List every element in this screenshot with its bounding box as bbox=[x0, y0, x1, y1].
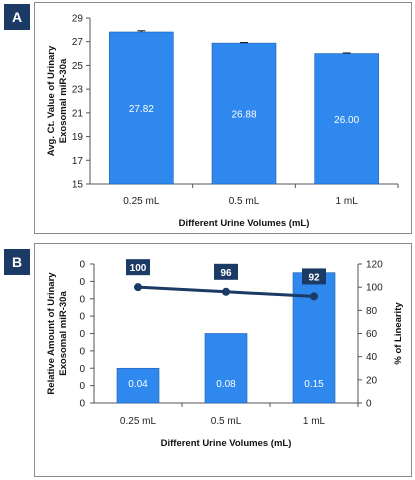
panel-a-y-axis-title-line2: Exosomal miR-30a bbox=[58, 58, 69, 143]
panel-b-bar-value-label: 0.04 bbox=[128, 379, 148, 390]
panel-b-x-tick-label: 1 mL bbox=[303, 416, 326, 427]
panel-a-y-tick-label: 25 bbox=[72, 61, 84, 72]
panel-a-bar bbox=[314, 53, 379, 185]
panel-b-left-tick-label: 0 bbox=[79, 364, 85, 375]
panel-b-linearity-point bbox=[134, 283, 142, 292]
panel-a-bar bbox=[109, 31, 174, 185]
panel-b-bar bbox=[204, 333, 248, 404]
panel-b-linearity-point bbox=[310, 292, 318, 301]
panel-b-x-axis-title: Different Urine Volumes (mL) bbox=[161, 438, 292, 449]
panel-a-y-tick-label: 21 bbox=[72, 108, 84, 119]
panel-b-linearity-label: 96 bbox=[220, 268, 232, 279]
panel-a-bar-value-label: 27.82 bbox=[129, 104, 154, 115]
panel-b-right-tick-label: 40 bbox=[366, 352, 378, 363]
panel-b-left-tick-label: 0 bbox=[79, 294, 85, 305]
panel-b-left-tick-label: 0 bbox=[79, 277, 85, 288]
panel-b-left-tick-label: 0 bbox=[79, 346, 85, 357]
panel-a-x-tick-label: 1 mL bbox=[336, 196, 359, 207]
panel-b-x-tick-label: 0.25 mL bbox=[120, 416, 157, 427]
panel-b-bar-value-label: 0.08 bbox=[216, 379, 236, 390]
panel-b-bar-value-label: 0.15 bbox=[304, 379, 324, 390]
panel-a-x-tick-label: 0.5 mL bbox=[229, 196, 260, 207]
panel-b-x-tick-label: 0.5 mL bbox=[211, 416, 242, 427]
panel-b-left-tick-label: 0 bbox=[79, 381, 85, 392]
panel-a-y-tick-label: 23 bbox=[72, 85, 84, 96]
panel-b-right-tick-label: 100 bbox=[366, 283, 383, 294]
panel-b-linearity-label: 100 bbox=[130, 263, 147, 274]
panel-b-left-axis-title-line1: Relative Amount of Urinary bbox=[46, 272, 57, 395]
panel-a-y-tick-label: 15 bbox=[72, 180, 84, 191]
panel-a-y-tick-label: 27 bbox=[72, 37, 84, 48]
panel-a-y-tick-label: 17 bbox=[72, 156, 84, 167]
panel-b-right-axis-title: % of Linearity bbox=[393, 302, 404, 365]
panel-b-linearity-label: 92 bbox=[308, 272, 320, 283]
panel-b-bar bbox=[116, 367, 160, 404]
panel-a-letter: A bbox=[4, 4, 30, 30]
panel-a-y-tick-label: 19 bbox=[72, 132, 84, 143]
panel-b-linearity-label-box bbox=[214, 263, 238, 280]
panel-a-x-axis-title: Different Urine Volumes (mL) bbox=[179, 218, 310, 229]
panel-b-right-tick-label: 60 bbox=[366, 329, 378, 340]
panel-a-x-tick-label: 0.25 mL bbox=[123, 196, 160, 207]
panel-b-right-tick-label: 120 bbox=[366, 260, 383, 271]
panel-a-y-tick-label: 29 bbox=[72, 14, 84, 25]
panel-a-bar-value-label: 26.88 bbox=[231, 110, 256, 121]
panel-a-bar-value-label: 26.00 bbox=[334, 115, 359, 126]
panel-a-y-axis-title-line1: Avg. Ct. Value of Urinary bbox=[46, 45, 57, 156]
panel-b-left-axis-title-line2: Exosomal miR-30a bbox=[58, 291, 69, 376]
panel-b-right-tick-label: 0 bbox=[366, 399, 372, 410]
panel-b-left-tick-label: 0 bbox=[79, 399, 85, 410]
panel-b-linearity-label-box bbox=[302, 268, 326, 285]
panel-b-left-tick-label: 0 bbox=[79, 312, 85, 323]
panel-b-right-tick-label: 20 bbox=[366, 375, 378, 386]
panel-a-bar bbox=[211, 42, 277, 185]
panel-b-left-tick-label: 0 bbox=[79, 260, 85, 271]
panel-b-letter: B bbox=[4, 249, 30, 275]
panel-b-left-tick-label: 0 bbox=[79, 329, 85, 340]
panel-b-linearity-label-box bbox=[126, 259, 150, 276]
panel-b-right-tick-label: 80 bbox=[366, 306, 378, 317]
panel-b-linearity-point bbox=[222, 287, 230, 296]
